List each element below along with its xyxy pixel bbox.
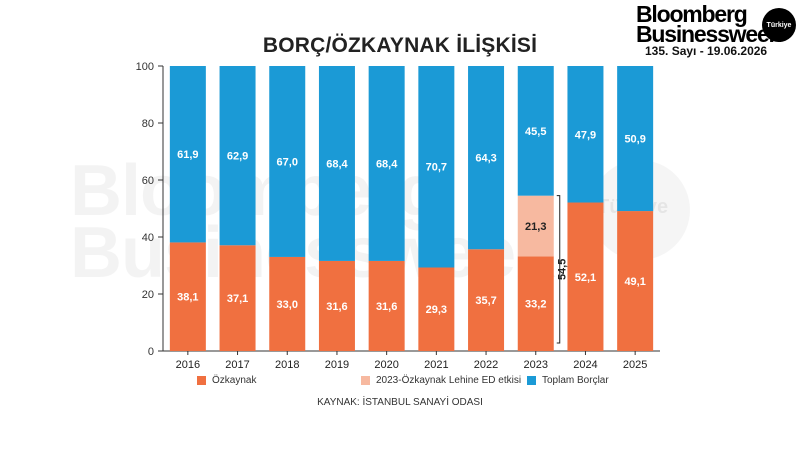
bar-segment	[517, 66, 554, 196]
bar-segment	[567, 66, 604, 203]
x-tick-label: 2024	[573, 359, 597, 371]
bar-segment	[468, 66, 505, 250]
bar-segment	[269, 256, 306, 351]
y-tick-label: 80	[142, 118, 154, 130]
bar-segment	[617, 211, 654, 351]
y-tick-label: 100	[136, 61, 154, 73]
legend-swatch-equity	[197, 375, 206, 385]
data-label: 37,1	[227, 293, 248, 305]
legend-item-effect: 2023-Özkaynak Lehine ED etkisi	[361, 373, 521, 387]
bracket-line	[556, 195, 561, 344]
chart-title: BORÇ/ÖZKAYNAK İLİŞKİSİ	[262, 34, 538, 57]
data-label: 49,1	[624, 276, 645, 288]
data-label: 67,0	[277, 156, 298, 168]
x-tick-label: 2019	[325, 359, 349, 371]
bar-segment	[368, 66, 405, 261]
bar-segment	[418, 267, 455, 351]
bar-segment	[318, 66, 355, 261]
data-label: 50,9	[624, 134, 645, 146]
data-label: 68,4	[376, 158, 398, 170]
data-label: 33,0	[277, 299, 298, 311]
bar-segment	[269, 66, 306, 257]
legend-item-debt: Toplam Borçlar	[527, 373, 609, 387]
bar-segment	[567, 202, 604, 351]
brand-badge: Türkiye	[762, 8, 796, 42]
bar-segment	[219, 66, 256, 246]
brand-logo: Bloomberg Businessweek Türkiye	[636, 1, 796, 47]
data-label: 61,9	[177, 149, 198, 161]
data-label: 62,9	[227, 151, 248, 163]
bar-segment	[517, 195, 554, 257]
y-tick-label: 40	[142, 232, 154, 244]
data-label: 35,7	[475, 295, 496, 307]
data-label: 31,6	[326, 301, 347, 313]
source-note: KAYNAK: İSTANBUL SANAYİ ODASI	[317, 397, 483, 408]
x-tick-label: 2017	[225, 359, 249, 371]
legend-swatch-effect	[361, 375, 370, 385]
bar-segment	[368, 260, 405, 351]
x-tick-label: 2025	[623, 359, 647, 371]
x-tick-label: 2023	[524, 359, 548, 371]
data-label: 29,3	[426, 304, 447, 316]
bracket-label: 54,5	[557, 259, 569, 280]
data-label: 21,3	[525, 221, 546, 233]
legend-label-equity: Özkaynak	[212, 374, 257, 386]
y-tick-label: 60	[142, 175, 154, 187]
y-tick-label: 0	[148, 346, 154, 358]
bar-segment	[418, 66, 455, 268]
data-label: 52,1	[575, 272, 596, 284]
bar-segment	[219, 245, 256, 351]
x-tick-label: 2020	[374, 359, 398, 371]
y-tick-label: 20	[142, 289, 154, 301]
data-label: 68,4	[326, 158, 348, 170]
data-label: 33,2	[525, 299, 546, 311]
brand-line1: Bloomberg	[636, 1, 748, 27]
brand-line2: Businessweek	[636, 21, 781, 47]
x-tick-label: 2021	[424, 359, 448, 371]
bar-segment	[318, 260, 355, 351]
data-label: 64,3	[475, 153, 496, 165]
data-label: 38,1	[177, 292, 198, 304]
data-label: 70,7	[426, 162, 447, 174]
bar-segment	[468, 249, 505, 351]
legend-label-effect: 2023-Özkaynak Lehine ED etkisi	[376, 374, 522, 386]
bar-segment	[169, 242, 206, 351]
data-label: 31,6	[376, 301, 397, 313]
legend-swatch-debt	[527, 375, 536, 385]
data-label: 47,9	[575, 129, 596, 141]
x-tick-label: 2016	[176, 359, 200, 371]
x-tick-label: 2022	[474, 359, 498, 371]
issue-info: 135. Sayı - 19.06.2026	[645, 44, 768, 58]
legend-label-debt: Toplam Borçlar	[542, 374, 609, 386]
legend-item-equity: Özkaynak	[197, 373, 256, 387]
bar-segment	[517, 256, 554, 351]
x-tick-label: 2018	[275, 359, 299, 371]
bar-segment	[617, 66, 654, 212]
data-label: 45,5	[525, 126, 546, 138]
bar-segment	[169, 66, 206, 243]
